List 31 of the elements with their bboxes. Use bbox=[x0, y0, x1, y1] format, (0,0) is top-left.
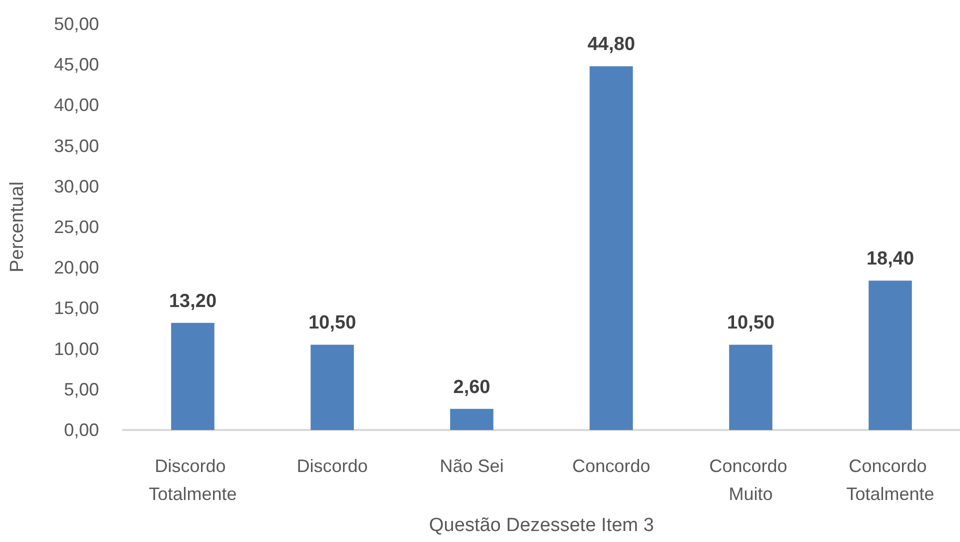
data-label: 18,40 bbox=[866, 248, 914, 270]
bar bbox=[590, 66, 633, 430]
x-tick-label: Não Sei bbox=[440, 456, 504, 476]
x-axis-title: Questão Dezessete Item 3 bbox=[429, 515, 654, 536]
y-tick-label: 35,00 bbox=[54, 136, 99, 156]
x-tick-label: Discordo bbox=[296, 456, 368, 476]
data-label: 2,60 bbox=[453, 376, 490, 398]
x-tick-label: Concordo bbox=[572, 456, 650, 476]
y-tick-label: 15,00 bbox=[54, 298, 99, 318]
y-tick-label: 50,00 bbox=[54, 14, 99, 34]
data-label: 13,20 bbox=[168, 290, 217, 312]
data-label: 44,80 bbox=[587, 34, 636, 56]
y-tick-label: 45,00 bbox=[54, 54, 99, 75]
y-tick-label: 0,00 bbox=[64, 420, 99, 440]
y-tick-label: 10,00 bbox=[54, 338, 99, 359]
y-tick-label: 25,00 bbox=[54, 217, 99, 237]
data-label: 10,50 bbox=[308, 312, 356, 334]
bar bbox=[450, 408, 494, 430]
y-tick-label: 40,00 bbox=[54, 95, 99, 116]
bar bbox=[171, 322, 214, 430]
bar bbox=[868, 280, 912, 430]
x-tick-label: Discordo Totalmente bbox=[148, 456, 237, 504]
bar bbox=[310, 344, 354, 430]
data-label: 10,50 bbox=[726, 312, 775, 334]
y-tick-label: 30,00 bbox=[54, 176, 99, 196]
x-tick-label: Concordo Muito bbox=[709, 456, 792, 504]
x-tick-label: Concordo Totalmente bbox=[846, 456, 934, 504]
y-tick-label: 20,00 bbox=[54, 258, 99, 278]
y-axis-title: Percentual bbox=[7, 182, 28, 272]
bar bbox=[729, 344, 772, 430]
y-tick-label: 5,00 bbox=[64, 379, 99, 400]
